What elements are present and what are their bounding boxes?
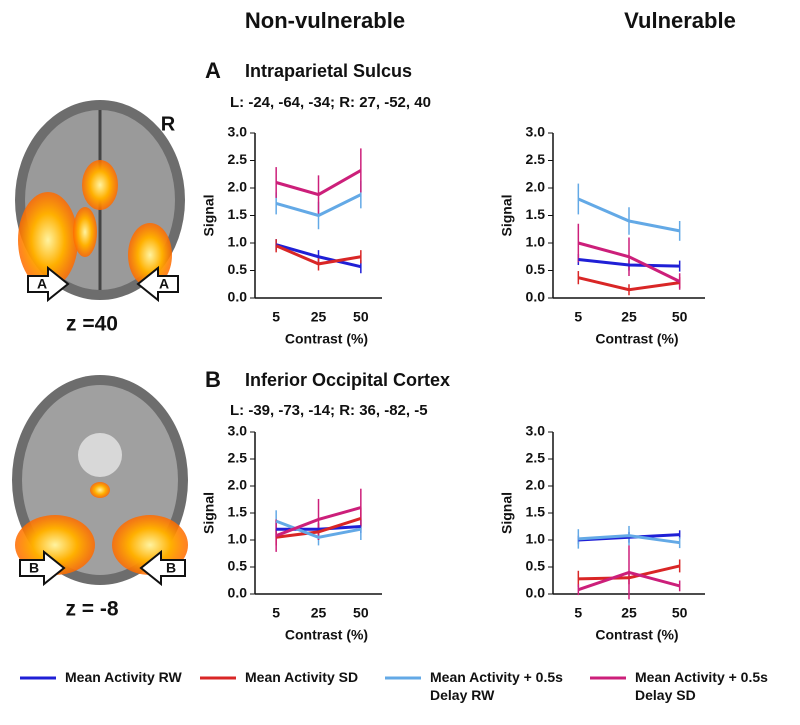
y-tick-label: 2.5 bbox=[526, 151, 546, 167]
y-tick-label: 0.5 bbox=[228, 558, 248, 574]
y-axis-label: Signal bbox=[499, 492, 515, 534]
y-axis-label: Signal bbox=[201, 492, 217, 534]
series-line bbox=[275, 516, 362, 539]
panel-letter: A bbox=[205, 58, 221, 83]
y-tick-label: 2.0 bbox=[526, 477, 546, 493]
y-axis-label: Signal bbox=[499, 194, 515, 236]
series-line bbox=[275, 169, 362, 197]
series-line bbox=[275, 244, 362, 266]
y-tick-label: 3.0 bbox=[228, 124, 248, 140]
y-tick-label: 1.5 bbox=[526, 504, 546, 520]
y-tick-label: 0.5 bbox=[526, 558, 546, 574]
series-line bbox=[577, 570, 681, 592]
x-axis-label: Contrast (%) bbox=[595, 331, 678, 347]
series-line bbox=[275, 243, 362, 269]
series-line bbox=[578, 564, 681, 581]
x-axis-label: Contrast (%) bbox=[285, 627, 368, 643]
y-tick-label: 2.5 bbox=[526, 450, 546, 466]
x-tick-label: 25 bbox=[621, 309, 637, 325]
y-tick-label: 1.0 bbox=[526, 234, 546, 250]
y-tick-label: 0.5 bbox=[526, 261, 546, 277]
arrow-label: A bbox=[159, 276, 169, 292]
coordinates: L: -24, -64, -34; R: 27, -52, 40 bbox=[230, 94, 431, 111]
panel-title: Inferior Occipital Cortex bbox=[245, 370, 450, 390]
y-tick-label: 1.0 bbox=[228, 531, 248, 547]
z-label: z =40 bbox=[66, 313, 118, 336]
panel-title: Intraparietal Sulcus bbox=[245, 61, 412, 81]
series-line bbox=[577, 276, 680, 292]
y-tick-label: 3.0 bbox=[526, 423, 546, 439]
x-tick-label: 5 bbox=[574, 309, 582, 325]
series-line bbox=[275, 506, 362, 538]
y-tick-label: 1.0 bbox=[526, 531, 546, 547]
x-tick-label: 50 bbox=[353, 309, 369, 325]
panel-letter: B bbox=[205, 367, 221, 392]
y-tick-label: 0.0 bbox=[526, 289, 546, 305]
x-tick-label: 50 bbox=[353, 605, 369, 621]
coordinates: L: -39, -73, -14; R: 36, -82, -5 bbox=[230, 402, 428, 419]
x-tick-label: 25 bbox=[311, 605, 327, 621]
y-tick-label: 0.0 bbox=[228, 585, 248, 601]
arrow bbox=[19, 265, 186, 587]
series-line bbox=[275, 193, 362, 218]
x-axis-label: Contrast (%) bbox=[595, 627, 678, 643]
y-tick-label: 2.5 bbox=[228, 151, 248, 167]
legend-label: Mean Activity + 0.5s Delay SD bbox=[635, 669, 768, 703]
x-tick-label: 5 bbox=[272, 309, 280, 325]
arrow-label: A bbox=[37, 276, 47, 292]
series-line bbox=[577, 197, 680, 233]
y-tick-label: 2.0 bbox=[228, 179, 248, 195]
legend-label: Mean Activity SD bbox=[245, 669, 359, 685]
series-line bbox=[577, 241, 681, 283]
y-tick-label: 0.0 bbox=[228, 289, 248, 305]
arrow-label: B bbox=[29, 560, 39, 576]
y-tick-label: 0.5 bbox=[228, 261, 248, 277]
x-tick-label: 50 bbox=[672, 309, 688, 325]
x-axis-label: Contrast (%) bbox=[285, 331, 368, 347]
brain-image-a bbox=[15, 100, 185, 300]
x-tick-label: 25 bbox=[311, 309, 327, 325]
y-tick-label: 1.5 bbox=[526, 206, 546, 222]
legend-label: Mean Activity RW bbox=[65, 669, 182, 685]
z-label: z = -8 bbox=[65, 598, 118, 621]
column-header: Non-vulnerable bbox=[245, 8, 405, 33]
y-tick-label: 1.5 bbox=[228, 504, 248, 520]
x-tick-label: 5 bbox=[272, 605, 280, 621]
x-tick-label: 50 bbox=[672, 605, 688, 621]
y-tick-label: 2.0 bbox=[526, 179, 546, 195]
column-header: Vulnerable bbox=[624, 8, 736, 33]
y-tick-label: 1.0 bbox=[228, 234, 248, 250]
y-tick-label: 2.5 bbox=[228, 450, 248, 466]
y-tick-label: 3.0 bbox=[228, 423, 248, 439]
x-tick-label: 25 bbox=[621, 605, 637, 621]
series-line bbox=[578, 258, 680, 268]
y-tick-label: 3.0 bbox=[526, 124, 546, 140]
orientation-label: R bbox=[161, 113, 176, 135]
legend-label: Mean Activity + 0.5s Delay RW bbox=[430, 669, 563, 703]
y-axis-label: Signal bbox=[201, 194, 217, 236]
series-line bbox=[578, 534, 680, 545]
y-tick-label: 2.0 bbox=[228, 477, 248, 493]
series-line bbox=[275, 519, 362, 539]
x-tick-label: 5 bbox=[574, 605, 582, 621]
y-tick-label: 0.0 bbox=[526, 585, 546, 601]
arrow-label: B bbox=[166, 560, 176, 576]
y-tick-label: 1.5 bbox=[228, 206, 248, 222]
